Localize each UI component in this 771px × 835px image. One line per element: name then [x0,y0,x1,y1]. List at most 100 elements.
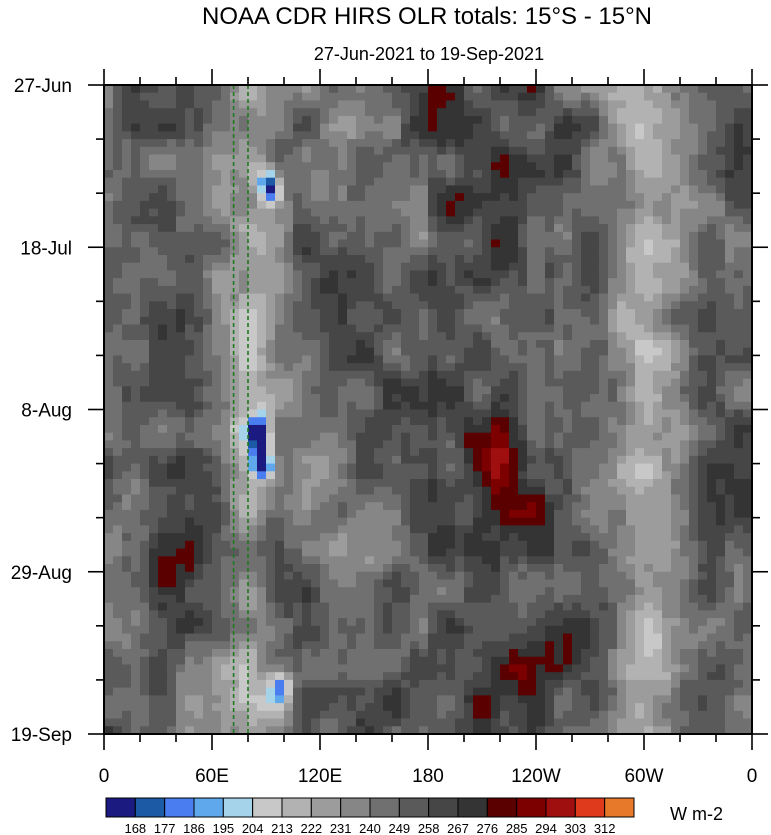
heat-cell [401,401,411,411]
heat-cell [734,254,744,264]
heat-cell [536,556,546,565]
heat-cell [482,471,492,480]
heat-cell [176,610,186,619]
heat-cell [509,525,519,534]
heat-cell [230,587,240,596]
heat-cell [689,610,699,619]
heat-cell [428,525,438,534]
heat-cell [599,139,609,148]
heat-cell [212,533,222,542]
heat-cell [347,239,357,248]
heat-cell [455,448,465,457]
heat-cell [104,409,114,418]
heat-cell [365,231,375,241]
heat-cell [671,386,681,395]
heat-cell [554,309,564,318]
heat-cell [617,378,627,387]
heat-cell [248,479,258,488]
heat-cell [716,285,726,295]
heat-cell [536,123,546,132]
heat-cell [185,394,195,403]
heat-cell [167,509,177,519]
heat-cell [671,100,681,109]
heat-cell [653,540,663,550]
heat-cell [437,270,447,279]
heat-cell [203,479,213,488]
heat-cell [518,177,528,187]
heat-cell [698,355,708,364]
heat-cell [266,386,276,395]
heat-cell [581,146,591,156]
heat-cell [383,432,393,442]
heat-cell [392,486,402,496]
heat-cell [131,463,141,472]
heat-cell [437,162,447,171]
heat-cell [185,556,195,565]
heat-cell [104,448,114,457]
heat-cell [374,301,384,310]
heat-cell [383,92,393,102]
heat-cell [491,424,501,434]
heat-cell [248,177,258,187]
heat-cell [392,131,402,140]
heat-cell [104,347,114,357]
heat-cell [302,139,312,148]
heat-cell [572,363,582,372]
heat-cell [122,363,132,372]
heat-cell [149,108,159,117]
heat-cell [428,533,438,542]
heat-cell [437,486,447,496]
heat-cell [212,85,222,94]
heat-cell [581,301,591,310]
heat-cell [617,247,627,256]
heat-cell [563,162,573,171]
heat-cell [734,162,744,171]
heat-cell [500,339,510,349]
heat-cell [302,293,312,302]
heat-cell [257,386,267,395]
heat-cell [464,316,474,326]
heat-cell [383,293,393,302]
heat-cell [545,370,555,380]
heat-cell [221,417,231,426]
heat-cell [698,525,708,534]
heat-cell [158,301,168,310]
heat-cell [680,146,690,156]
heat-cell [383,525,393,534]
heat-cell [527,587,537,596]
heat-cell [500,355,510,364]
heat-cell [392,455,402,465]
heat-cell [518,386,528,395]
heat-cell [545,517,555,526]
heat-cell [725,154,735,163]
heat-cell [635,162,645,171]
heat-cell [257,579,267,588]
heat-cell [266,347,276,357]
heat-cell [599,301,609,310]
heat-cell [437,285,447,295]
heat-cell [590,517,600,526]
heat-cell [419,494,429,503]
heat-cell [743,471,753,480]
heat-cell [680,463,690,472]
heat-cell [257,200,267,210]
heat-cell [113,525,123,534]
heat-cell [239,208,249,217]
heat-cell [545,378,555,387]
heat-cell [203,216,213,225]
heat-cell [455,131,465,140]
heat-cell [536,448,546,457]
heat-cell [662,401,672,411]
heat-cell [320,463,330,472]
heat-cell [392,332,402,341]
heat-cell [590,401,600,411]
heat-cell [698,486,708,496]
heat-cell [113,610,123,619]
heat-cell [599,177,609,187]
heat-cell [545,432,555,442]
heat-cell [554,525,564,534]
heat-cell [374,224,384,233]
heat-cell [626,571,636,581]
heat-cell [140,285,150,295]
heat-cell [293,471,303,480]
